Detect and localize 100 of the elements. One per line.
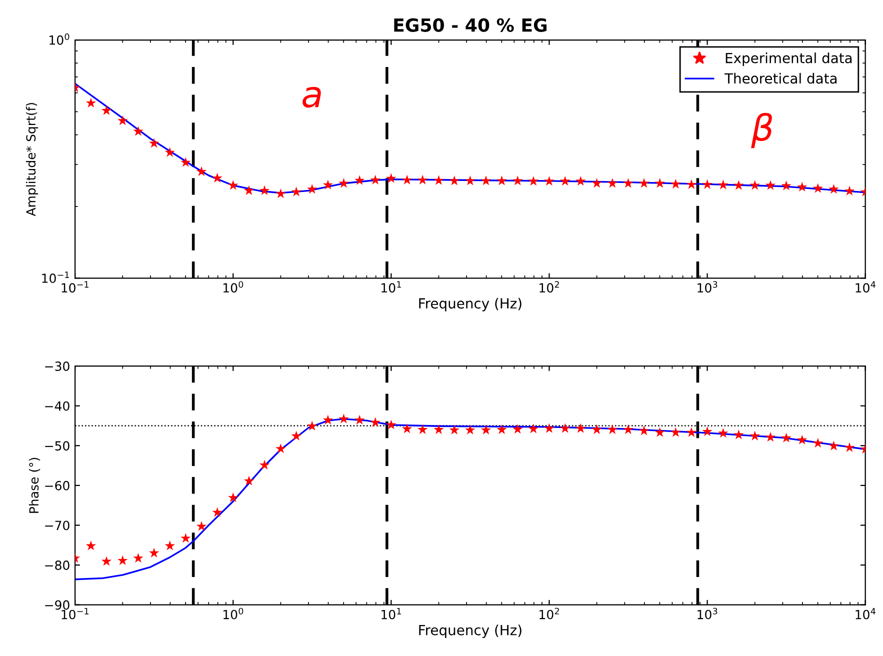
chart-title: EG50 - 40 % EG <box>394 18 547 32</box>
point <box>101 105 112 116</box>
point <box>638 178 650 188</box>
point <box>607 178 618 188</box>
point <box>765 432 776 442</box>
point <box>148 548 160 558</box>
point <box>370 174 380 184</box>
point <box>828 184 839 194</box>
point <box>765 180 776 190</box>
point <box>560 423 570 433</box>
point <box>228 492 238 502</box>
point <box>623 178 634 188</box>
point <box>322 180 334 190</box>
legend-label: Experimental data <box>726 52 852 66</box>
point <box>480 424 492 434</box>
point <box>670 178 681 189</box>
point <box>354 175 365 185</box>
point <box>291 186 302 196</box>
point <box>118 555 128 566</box>
point <box>212 507 222 517</box>
point <box>592 178 602 188</box>
x-tick-label: 10$^{−1}$ <box>62 281 88 293</box>
point <box>480 176 492 186</box>
point <box>512 176 523 186</box>
point <box>417 424 428 434</box>
point <box>718 180 728 190</box>
x-tick-label: 10$^{0}$ <box>223 281 244 293</box>
point <box>434 424 444 434</box>
y-tick-label: 10$^{0}$ <box>50 33 70 45</box>
point <box>718 428 728 438</box>
point <box>702 179 712 189</box>
point <box>449 424 460 434</box>
point <box>496 176 507 186</box>
point <box>417 174 428 184</box>
point <box>670 427 681 437</box>
point <box>781 432 792 442</box>
y-tick-label: −60 <box>45 480 70 490</box>
point <box>276 188 286 198</box>
point <box>544 423 554 433</box>
point <box>180 532 191 543</box>
point <box>212 172 222 182</box>
point <box>576 176 586 186</box>
point <box>164 147 175 157</box>
x-axis-title: Frequency (Hz) <box>419 298 522 312</box>
y-tick-label: −40 <box>45 401 70 411</box>
x-tick-label: 10$^{3}$ <box>698 608 718 620</box>
point <box>148 138 160 148</box>
point <box>101 556 112 566</box>
point <box>306 184 318 194</box>
point <box>560 176 570 186</box>
y-tick-label: −50 <box>45 441 70 451</box>
point <box>812 438 824 448</box>
y-tick-label: −90 <box>45 600 70 610</box>
point <box>244 185 254 196</box>
point <box>196 166 207 176</box>
x-tick-label: 10$^{3}$ <box>698 281 718 293</box>
point <box>654 178 665 188</box>
y-tick-label: −80 <box>45 560 70 570</box>
point <box>750 430 760 440</box>
point <box>118 115 128 126</box>
point <box>338 178 349 188</box>
annotation: β <box>751 112 772 148</box>
point <box>686 179 697 189</box>
point <box>291 430 302 440</box>
x-tick-label: 10$^{1}$ <box>382 281 401 293</box>
point <box>528 424 539 434</box>
point <box>402 424 412 434</box>
point <box>496 424 507 434</box>
annotation: a <box>302 86 321 108</box>
x-tick-label: 10$^{4}$ <box>856 608 876 620</box>
point <box>354 414 365 425</box>
point <box>133 552 144 563</box>
point <box>386 420 396 430</box>
point <box>465 176 476 186</box>
x-tick-label: 10$^{4}$ <box>856 281 876 293</box>
point <box>796 182 808 192</box>
point <box>306 420 318 430</box>
point <box>638 426 650 436</box>
point <box>228 180 238 190</box>
point <box>686 427 697 437</box>
point <box>449 176 460 186</box>
point <box>702 426 712 436</box>
point <box>607 424 618 434</box>
point <box>512 424 523 434</box>
point <box>781 180 792 190</box>
point <box>465 424 476 434</box>
point <box>86 540 96 550</box>
point <box>734 180 744 190</box>
point <box>276 443 286 454</box>
x-tick-label: 10$^{2}$ <box>540 281 559 293</box>
point <box>133 126 144 136</box>
legend-label: Theoretical data <box>724 72 837 84</box>
x-tick-label: 10$^{2}$ <box>540 608 559 620</box>
point <box>623 424 634 434</box>
point <box>244 476 254 486</box>
point <box>338 414 349 424</box>
x-axis-title: Frequency (Hz) <box>419 624 522 638</box>
point <box>322 414 334 425</box>
point <box>750 180 760 190</box>
point <box>544 176 554 186</box>
